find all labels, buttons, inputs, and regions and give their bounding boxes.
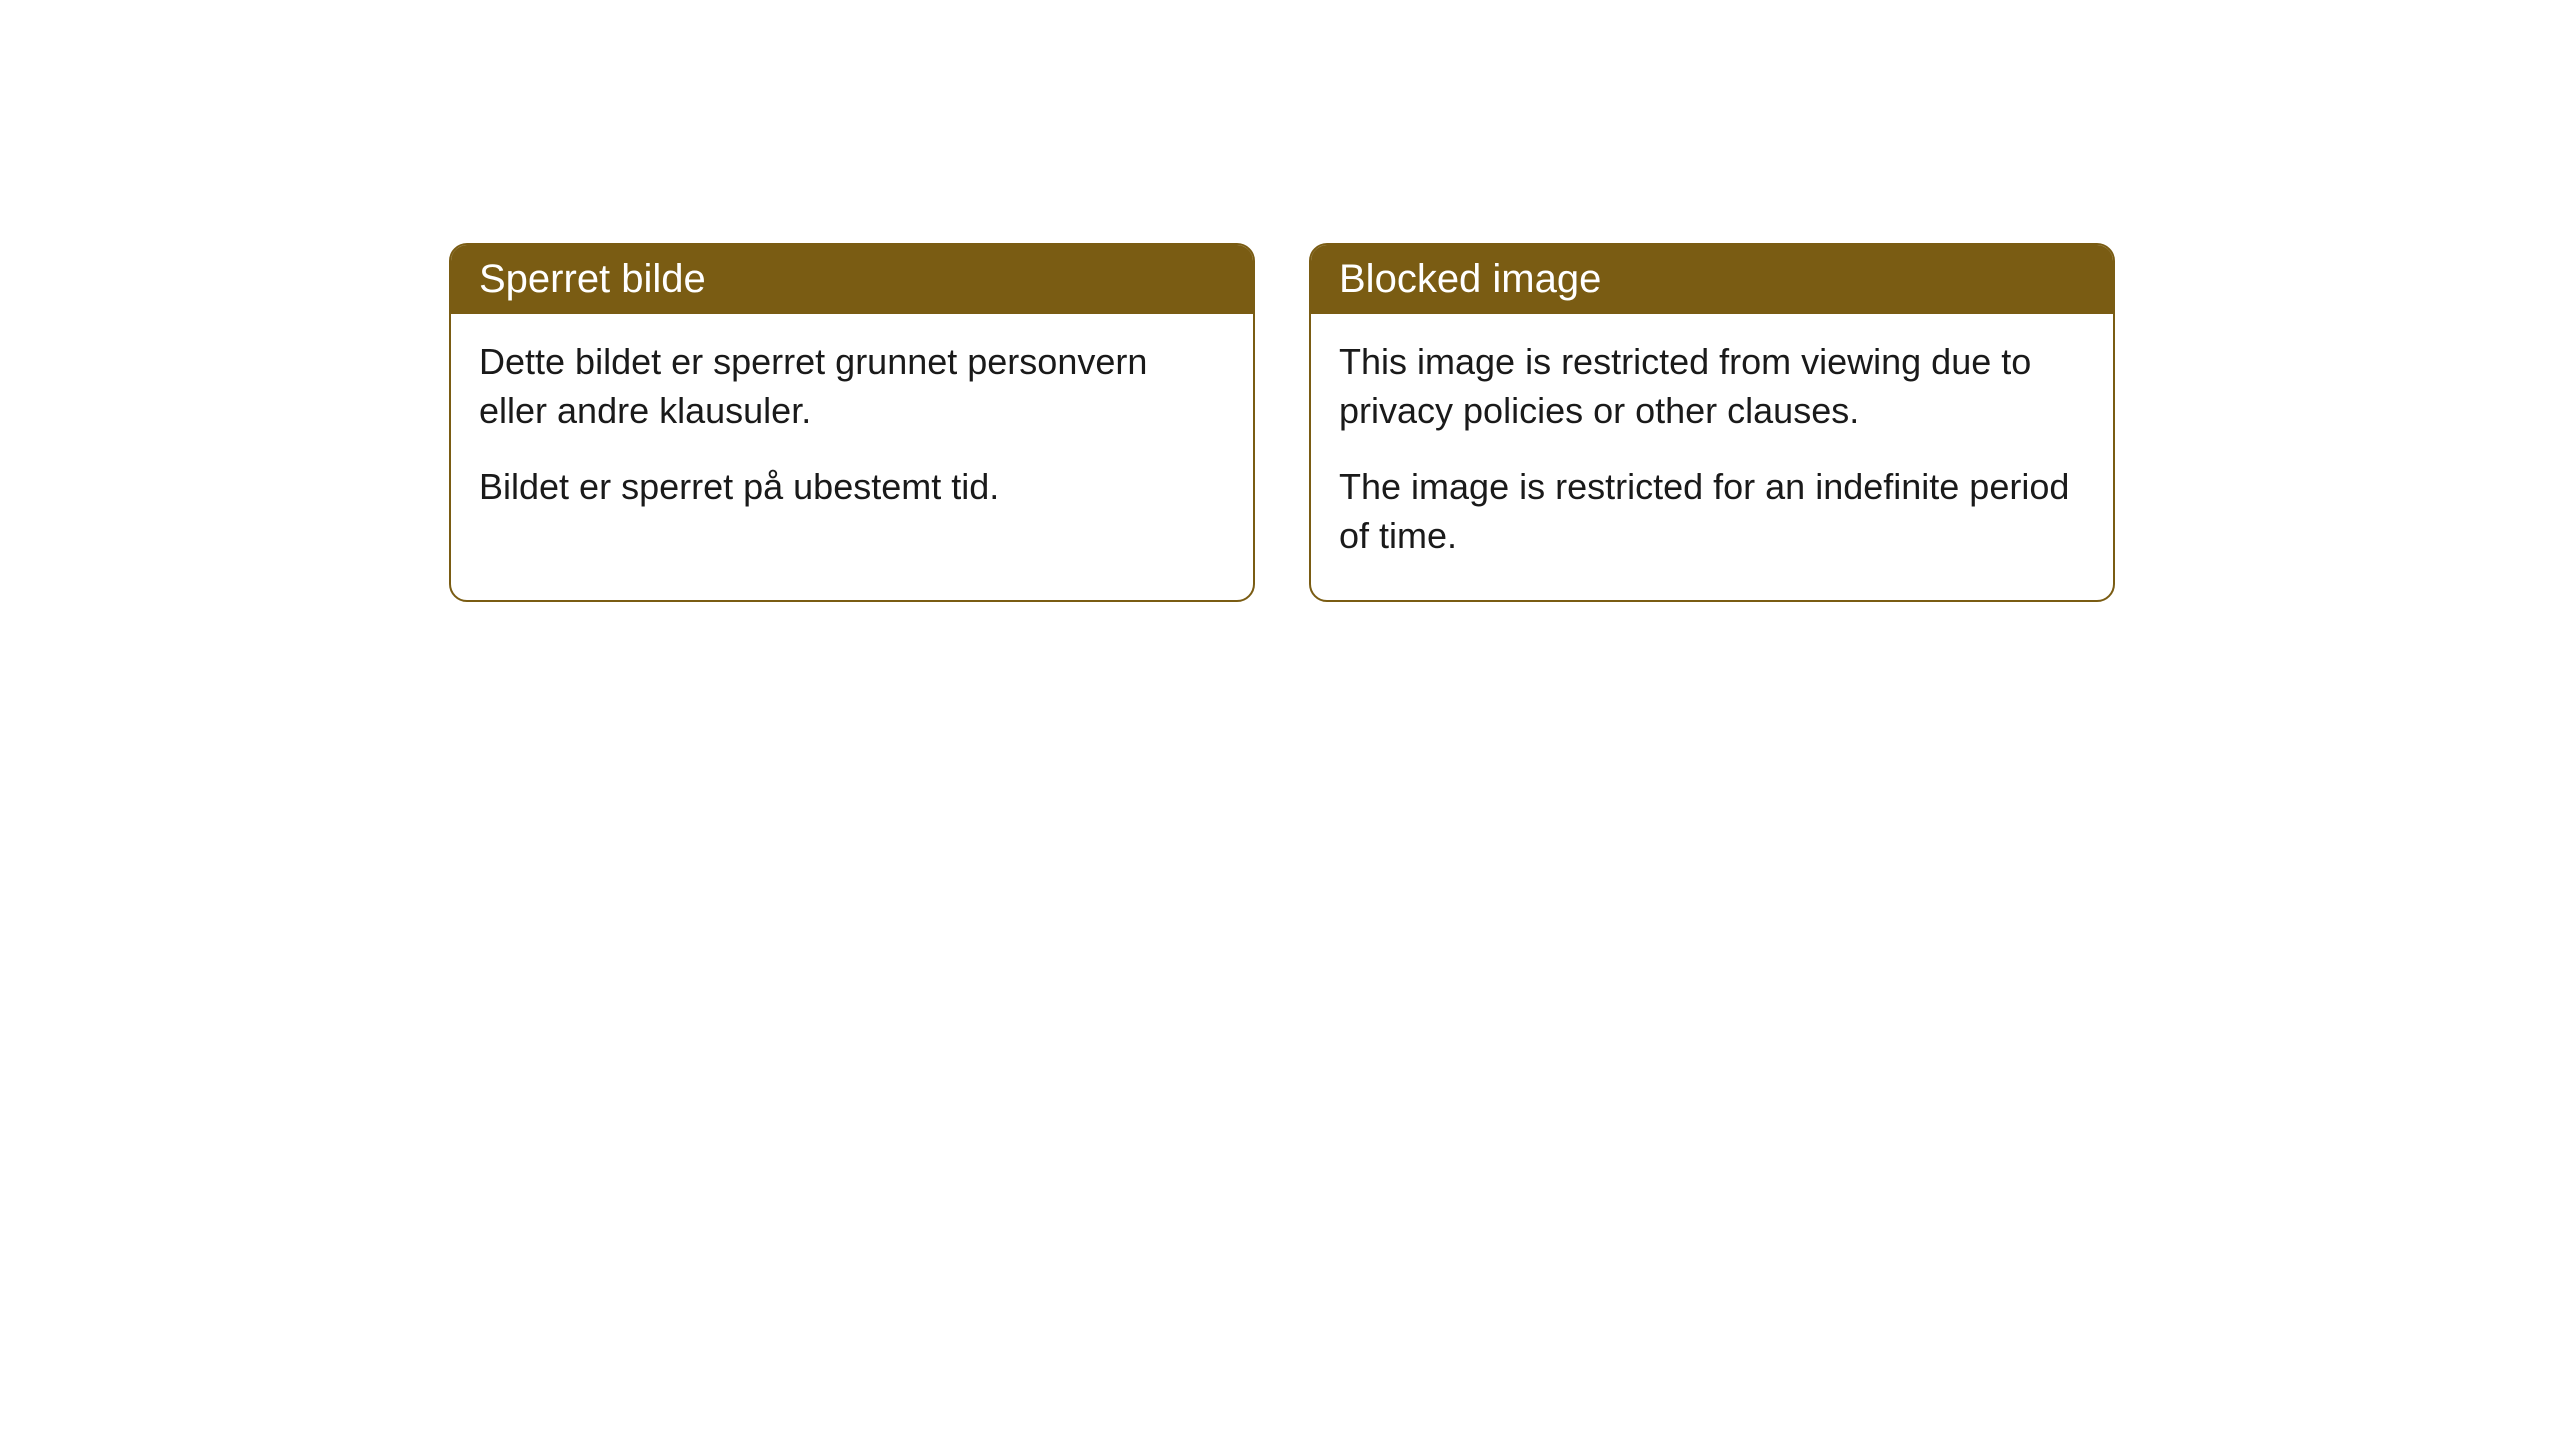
blocked-image-card-english: Blocked image This image is restricted f… bbox=[1309, 243, 2115, 602]
blocked-image-card-norwegian: Sperret bilde Dette bildet er sperret gr… bbox=[449, 243, 1255, 602]
card-header: Sperret bilde bbox=[451, 245, 1253, 314]
card-paragraph-1: This image is restricted from viewing du… bbox=[1339, 338, 2085, 435]
card-paragraph-1: Dette bildet er sperret grunnet personve… bbox=[479, 338, 1225, 435]
card-container: Sperret bilde Dette bildet er sperret gr… bbox=[449, 243, 2115, 602]
card-title: Blocked image bbox=[1339, 257, 1601, 301]
card-paragraph-2: The image is restricted for an indefinit… bbox=[1339, 463, 2085, 560]
card-body: Dette bildet er sperret grunnet personve… bbox=[451, 314, 1253, 552]
card-title: Sperret bilde bbox=[479, 257, 706, 301]
card-paragraph-2: Bildet er sperret på ubestemt tid. bbox=[479, 463, 1225, 512]
card-header: Blocked image bbox=[1311, 245, 2113, 314]
card-body: This image is restricted from viewing du… bbox=[1311, 314, 2113, 600]
